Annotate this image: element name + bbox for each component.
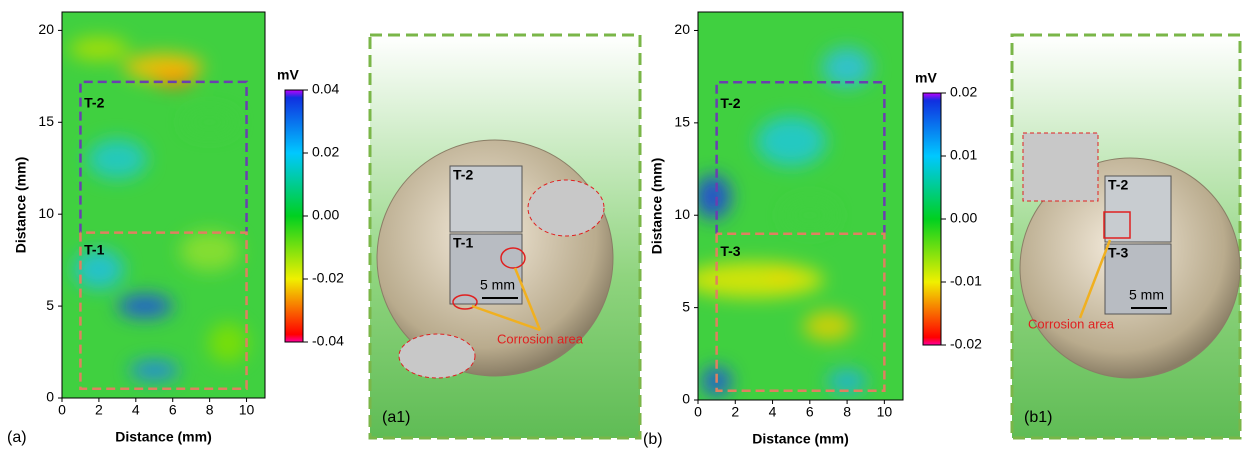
- zoom-inset: [527, 179, 605, 237]
- colorbar-tick-label: -0.02: [312, 270, 344, 286]
- heat-spot: [698, 261, 824, 298]
- heat-spot: [179, 230, 240, 271]
- region-label: T-2: [720, 95, 740, 111]
- specimen-label: T-1: [453, 235, 473, 251]
- heat-spot: [698, 174, 731, 219]
- specimen-label: T-2: [1108, 177, 1128, 193]
- heat-spot: [756, 116, 827, 167]
- y-axis-label: Distance (mm): [649, 158, 665, 254]
- x-tick-label: 2: [95, 402, 103, 418]
- region-bottom: [79, 231, 248, 391]
- colorbar-tick-label: -0.04: [312, 333, 344, 349]
- scale-label: 5 mm: [480, 277, 515, 293]
- heat-spot: [803, 311, 854, 342]
- x-tick-label: 0: [694, 404, 702, 420]
- y-tick-label: 20: [674, 21, 690, 37]
- annotation: Corrosion area: [1028, 316, 1115, 331]
- colorbar-tick-label: 0.00: [950, 210, 977, 226]
- heatmap-blobs: [698, 47, 873, 397]
- corrosion-mark: [452, 294, 478, 310]
- x-tick-label: 8: [206, 402, 214, 418]
- x-tick-label: 4: [132, 402, 140, 418]
- heat-spot: [123, 53, 204, 82]
- colorbar-tick-label: 0.00: [312, 207, 339, 223]
- x-tick-label: 4: [769, 404, 777, 420]
- y-tick-label: 15: [674, 114, 690, 130]
- corrosion-mark: [500, 247, 526, 269]
- x-tick-label: 6: [806, 404, 814, 420]
- colorbar-unit: mV: [277, 67, 299, 83]
- region-label: T-3: [720, 243, 740, 259]
- scale-label: 5 mm: [1129, 287, 1164, 303]
- colorbar: [922, 92, 942, 346]
- y-tick-label: 10: [674, 206, 690, 222]
- x-tick-label: 8: [843, 404, 851, 420]
- x-tick-label: 6: [169, 402, 177, 418]
- panel-label: (a): [7, 429, 27, 446]
- x-tick-label: 2: [731, 404, 739, 420]
- specimen-top: [449, 165, 523, 233]
- panel-label: (a1): [382, 409, 410, 426]
- colorbar: [284, 89, 304, 343]
- y-tick-label: 15: [38, 113, 54, 129]
- heat-spot: [822, 47, 873, 88]
- specimen-label: T-2: [453, 167, 473, 183]
- y-axis-label: Distance (mm): [13, 157, 29, 253]
- heat-spot: [87, 139, 148, 180]
- colorbar-tick-label: 0.02: [950, 84, 977, 100]
- region-label: T-1: [84, 242, 104, 258]
- colorbar-unit: mV: [915, 70, 937, 86]
- plot-frame: [61, 11, 266, 399]
- zoom-inset: [1022, 132, 1099, 202]
- colorbar-tick-label: 0.01: [950, 147, 977, 163]
- colorbar-tick-label: -0.01: [950, 273, 982, 289]
- plot-frame: [697, 11, 904, 401]
- y-tick-label: 10: [38, 205, 54, 221]
- y-tick-label: 0: [46, 389, 54, 405]
- zoom-inset: [398, 333, 476, 379]
- heat-spot: [129, 360, 180, 381]
- heatmap: [62, 12, 265, 398]
- heat-spot: [784, 200, 835, 231]
- panel-label: (b): [643, 431, 663, 448]
- y-tick-label: 20: [38, 21, 54, 37]
- annotation: Corrosion area: [497, 331, 584, 346]
- colorbar-tick-label: -0.02: [950, 336, 982, 352]
- region-top: [79, 80, 248, 233]
- arrow: [1078, 239, 1112, 319]
- region-bottom: [715, 232, 886, 393]
- x-axis-label: Distance (mm): [752, 431, 848, 447]
- y-tick-label: 5: [682, 298, 690, 314]
- y-tick-label: 5: [46, 297, 54, 313]
- x-tick-label: 10: [239, 402, 255, 418]
- heat-spot: [184, 110, 235, 135]
- heat-spot: [827, 369, 868, 394]
- heat-spot: [117, 294, 174, 319]
- region-label: T-2: [84, 95, 104, 111]
- colorbar-tick-label: 0.02: [312, 144, 339, 160]
- heatmap-blobs: [68, 36, 249, 381]
- x-tick-label: 10: [877, 404, 893, 420]
- heat-spot: [208, 322, 249, 363]
- specimen-top: [1104, 175, 1172, 243]
- x-tick-label: 0: [58, 402, 66, 418]
- corrosion-mark: [1103, 211, 1131, 239]
- y-tick-label: 0: [682, 391, 690, 407]
- x-axis-label: Distance (mm): [115, 429, 211, 445]
- arrow: [471, 267, 542, 332]
- specimen-bottom: [1104, 243, 1172, 315]
- region-top: [715, 80, 886, 234]
- heat-spot: [73, 249, 124, 290]
- heatmap: [698, 12, 903, 400]
- colorbar-tick-label: 0.04: [312, 81, 339, 97]
- panel-label: (b1): [1024, 409, 1052, 426]
- specimen-bottom: [449, 233, 523, 305]
- heat-spot: [68, 36, 129, 61]
- specimen-label: T-3: [1108, 245, 1128, 261]
